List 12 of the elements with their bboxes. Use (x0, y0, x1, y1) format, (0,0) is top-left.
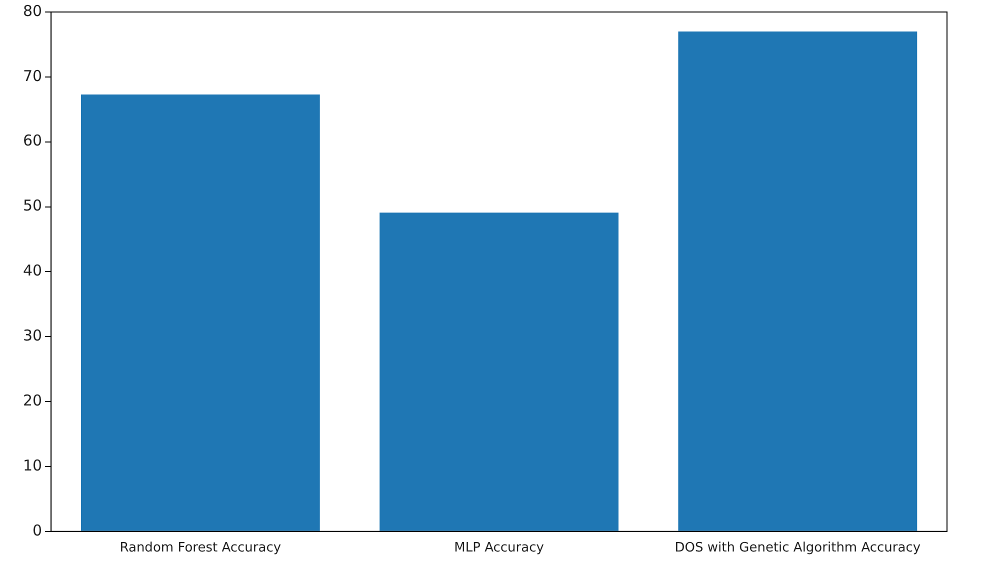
x-tick-label: MLP Accuracy (454, 540, 544, 556)
x-tick-label: DOS with Genetic Algorithm Accuracy (674, 540, 921, 556)
x-tick-label: Random Forest Accuracy (120, 540, 282, 556)
y-tick-label: 60 (22, 132, 42, 150)
y-tick-label: 40 (22, 262, 42, 280)
y-tick-label: 10 (22, 456, 42, 474)
y-tick-label: 0 (32, 521, 42, 540)
y-tick-label: 30 (22, 326, 42, 345)
y-tick-label: 70 (22, 66, 42, 85)
y-tick-label: 20 (22, 391, 42, 410)
y-tick-label: 50 (22, 196, 42, 215)
y-tick-label: 80 (22, 2, 42, 20)
